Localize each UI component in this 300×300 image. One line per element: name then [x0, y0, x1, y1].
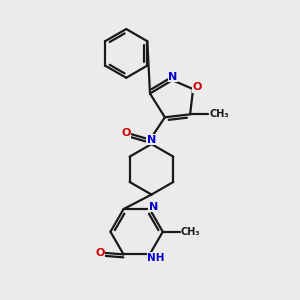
Text: CH₃: CH₃: [181, 227, 200, 237]
Text: O: O: [193, 82, 202, 92]
Text: N: N: [147, 135, 156, 145]
Text: N: N: [148, 202, 158, 212]
Text: CH₃: CH₃: [209, 109, 229, 119]
Text: NH: NH: [148, 253, 165, 263]
Text: N: N: [168, 72, 178, 82]
Text: O: O: [122, 128, 131, 138]
Text: O: O: [95, 248, 104, 258]
